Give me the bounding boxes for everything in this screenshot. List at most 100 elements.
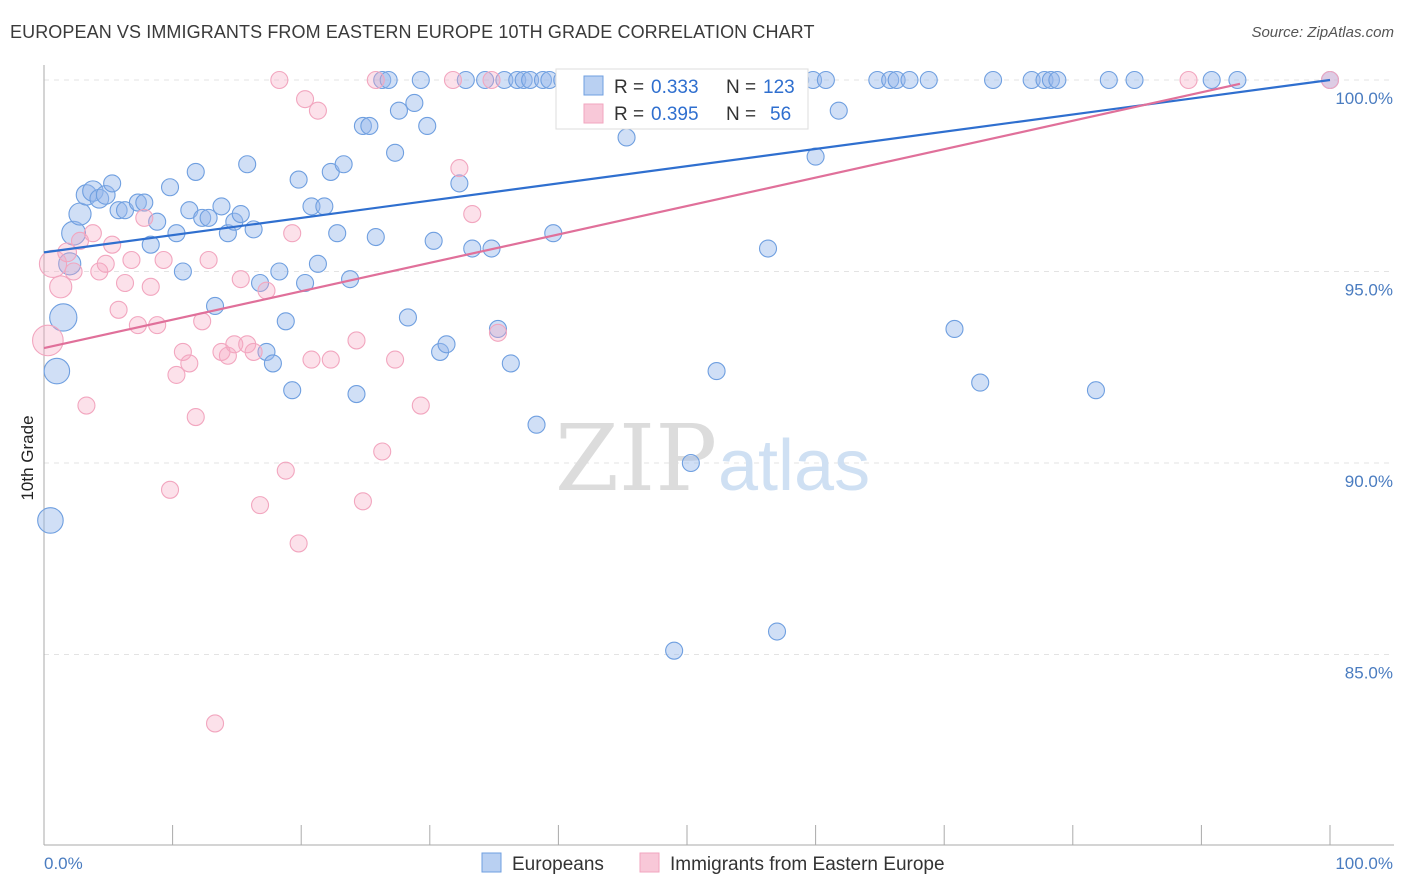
europeans-trend-line [43,78,1331,254]
europeans-point-70 [514,70,533,90]
europeans-point-32 [257,342,276,361]
y-axis-title: 10th Grade [18,415,37,500]
europeans-point-1 [43,357,71,385]
legend-r-value-europeans: 0.333 [651,77,699,98]
immigrants-point-26 [205,714,225,733]
watermark: ZIP atlas [555,405,870,512]
europeans-point-67 [495,70,514,90]
y-tick-label-100: 100.0% [1335,89,1393,108]
y-tick-label-95: 95.0% [1345,281,1393,300]
immigrants-point-16 [141,277,160,296]
europeans-point-47 [353,116,372,136]
legend-swatch-immigrants [583,103,604,124]
europeans-point-23 [199,208,218,227]
europeans-point-87 [681,453,700,473]
immigrants-point-45 [366,70,385,90]
immigrants-point-18 [154,250,173,270]
europeans-point-56 [411,70,430,90]
europeans-point-95 [758,239,778,258]
immigrants-point-37 [283,224,302,243]
series-legend: Europeans Immigrants from Eastern Europe [481,852,945,875]
europeans-point-110 [1022,70,1041,90]
europeans-point-52 [386,143,405,162]
europeans-point-72 [527,415,546,434]
europeans-point-64 [476,70,495,90]
immigrants-point-0 [32,324,64,357]
europeans-point-33 [263,354,282,373]
europeans-point-109 [984,70,1003,90]
europeans-point-7 [82,180,104,202]
y-tick-label-90: 90.0% [1345,472,1393,491]
europeans-point-102 [868,70,887,90]
legend-r-value-immigrants: 0.395 [651,104,699,125]
europeans-point-39 [302,197,321,216]
europeans-point-58 [424,231,443,250]
immigrants-point-47 [386,350,405,369]
immigrants-point-46 [373,442,392,461]
europeans-point-17 [160,178,180,197]
x-tick-label-min: 0.0% [44,854,83,873]
immigrants-point-20 [167,365,186,384]
europeans-point-21 [186,162,205,181]
legend-r-label-europeans: R = [614,77,644,98]
trend-lines [43,78,1331,350]
europeans-point-59 [431,342,450,361]
bottom-legend-swatch-immigrants [639,852,660,873]
europeans-point-61 [450,174,469,193]
immigrants-point-19 [160,480,180,499]
europeans-point-100 [816,70,835,90]
europeans-point-5 [68,202,92,226]
immigrants-point-33 [250,496,270,515]
immigrants-point-30 [231,270,250,289]
immigrants-point-40 [302,350,321,369]
europeans-point-120 [665,641,684,660]
europeans-point-57 [418,116,437,136]
immigrants-point-42 [321,350,340,369]
immigrants-point-4 [64,262,83,281]
europeans-point-48 [360,116,379,136]
y-tick-label-85: 85.0% [1345,664,1393,683]
immigrants-point-51 [463,205,482,224]
immigrants-point-54 [1179,70,1198,90]
europeans-point-25 [212,197,231,216]
europeans-point-11 [109,201,128,220]
europeans-point-62 [456,70,475,90]
europeans-point-107 [945,319,964,339]
europeans-point-29 [238,155,257,174]
gridlines [44,79,1394,655]
europeans-point-104 [887,70,906,90]
europeans-point-60 [437,335,456,354]
immigrants-point-11 [109,300,128,319]
immigrants-point-44 [353,492,372,511]
europeans-point-13 [128,193,147,212]
europeans-point-53 [389,101,408,120]
europeans-point-90 [707,362,726,381]
immigrants-point-39 [296,90,315,109]
europeans-point-35 [276,312,295,331]
immigrants-point-13 [122,250,141,270]
immigrants-point-15 [135,208,154,227]
legend-n-label-europeans: N = [726,77,756,98]
immigrants-point-41 [308,101,327,120]
europeans-point-111 [1035,70,1054,90]
watermark-zip: ZIP [555,405,717,512]
immigrants-point-48 [411,396,430,415]
europeans-point-46 [347,385,366,404]
immigrants-trend-line [43,82,1241,350]
bottom-legend-swatch-europeans [481,852,502,873]
europeans-point-69 [508,70,527,90]
immigrants-point-21 [173,342,192,361]
europeans-point-55 [405,93,424,113]
europeans-point-116 [1125,70,1144,90]
immigrants-point-25 [199,250,218,270]
europeans-point-103 [881,70,900,90]
chart-title: EUROPEAN VS IMMIGRANTS FROM EASTERN EURO… [10,22,815,42]
immigrants-point-7 [83,224,102,243]
europeans-point-0 [37,507,64,534]
europeans-point-73 [533,70,553,90]
europeans-point-34 [270,262,289,281]
europeans-point-51 [379,70,398,90]
legend-n-label-immigrants: N = [726,104,756,125]
europeans-point-68 [501,354,520,373]
